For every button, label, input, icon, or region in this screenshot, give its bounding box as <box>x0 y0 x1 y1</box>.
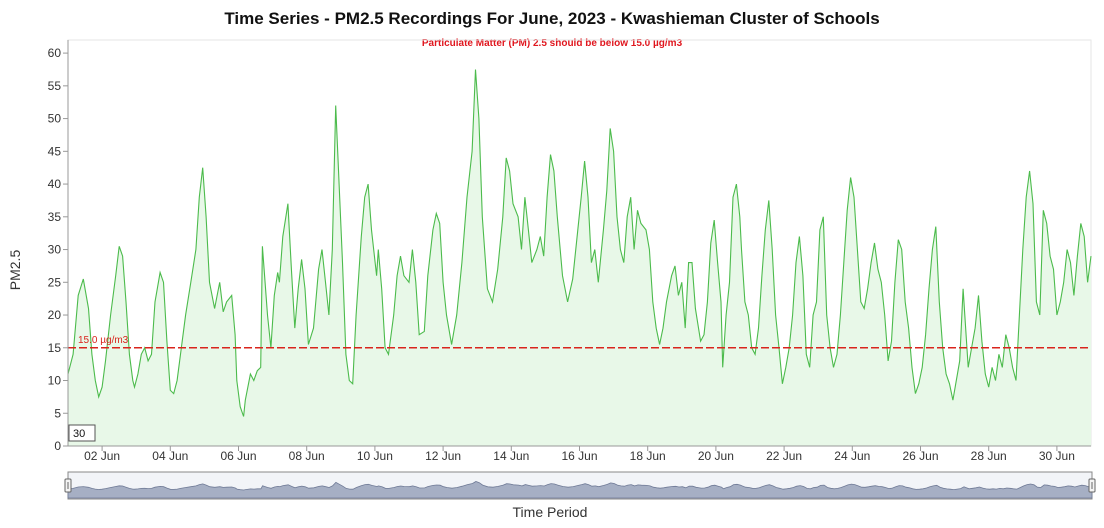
y-tick-label: 20 <box>48 308 62 322</box>
navigator-series <box>67 481 1093 499</box>
x-axis: 02 Jun 04 Jun 06 Jun 08 Jun 10 Jun 12 Jun 14 J… <box>68 445 1091 463</box>
x-tick-label: 06 Jun <box>220 449 256 463</box>
series-area <box>68 69 1091 446</box>
x-tick-label: 24 Jun <box>834 449 870 463</box>
y-tick-label: 30 <box>48 243 62 257</box>
x-axis-title: Time Period <box>513 504 588 520</box>
y-tick-label: 55 <box>48 79 62 93</box>
plot-area <box>67 39 1092 447</box>
x-tick-label: 28 Jun <box>971 449 1007 463</box>
x-tick-label: 14 Jun <box>493 449 529 463</box>
y-tick-label: 5 <box>54 406 61 420</box>
threshold-label-group: 15.0 µg/m3 <box>78 335 129 346</box>
x-tick-label: 26 Jun <box>902 449 938 463</box>
y-tick-label: 45 <box>48 144 62 158</box>
x-tick-label: 02 Jun <box>84 449 120 463</box>
y-tick-label: 40 <box>48 177 62 191</box>
x-tick-label: 18 Jun <box>630 449 666 463</box>
x-tick-label: 20 Jun <box>698 449 734 463</box>
x-tick-label: 30 Jun <box>1039 449 1075 463</box>
y-axis: 0 5 10 15 20 25 30 35 40 45 50 55 60 <box>48 40 69 453</box>
threshold-label: 15.0 µg/m3 <box>78 335 129 346</box>
x-tick-label: 10 Jun <box>357 449 393 463</box>
x-tick-label: 08 Jun <box>289 449 325 463</box>
y-axis-title: PM2.5 <box>7 250 23 291</box>
series-line <box>67 69 1092 417</box>
y-tick-label: 50 <box>48 112 62 126</box>
range-navigator[interactable] <box>64 471 1096 500</box>
y-tick-label: 25 <box>48 275 62 289</box>
x-tick-label: 16 Jun <box>561 449 597 463</box>
x-tick-label: 12 Jun <box>425 449 461 463</box>
y-tick-label: 35 <box>48 210 62 224</box>
y-tick-label: 15 <box>48 341 62 355</box>
y-tick-label: 60 <box>48 46 62 60</box>
chart-subtitle: Particulate Matter (PM) 2.5 should be be… <box>422 38 683 49</box>
period-selector[interactable]: 30 <box>68 424 96 442</box>
period-box-value: 30 <box>73 428 85 440</box>
period-box[interactable] <box>68 424 96 442</box>
x-tick-label: 04 Jun <box>152 449 188 463</box>
y-tick-label: 10 <box>48 374 62 388</box>
y-tick-label: 0 <box>54 439 61 453</box>
chart-title: Time Series - PM2.5 Recordings For June,… <box>224 9 879 28</box>
x-tick-label: 22 Jun <box>766 449 802 463</box>
